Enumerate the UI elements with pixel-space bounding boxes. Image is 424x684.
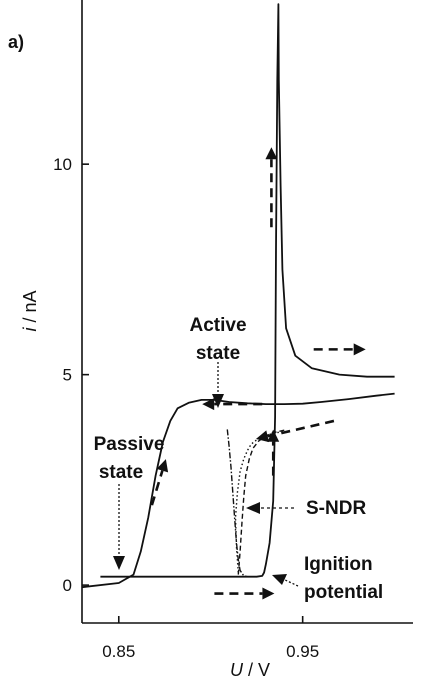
direction-arrow-head (156, 459, 169, 473)
direction-arrow-head (265, 147, 278, 160)
direction-arrow-shaft (267, 419, 335, 438)
direction-arrow-shaft (150, 470, 164, 506)
ignition-pointer (282, 578, 299, 587)
annotation-active-state: Active state (189, 315, 247, 408)
direction-arrow (150, 459, 169, 506)
annotation-passive-line2: state (99, 462, 143, 483)
annotation-sndr-label: S-NDR (306, 498, 366, 519)
direction-arrow (255, 419, 335, 443)
panel-label: a) (8, 32, 24, 52)
direction-arrow-head (202, 398, 215, 411)
direction-arrow-head (255, 430, 269, 443)
y-axis-label: i / nA (20, 290, 40, 331)
annotation-ignition-potential: Ignition potential (272, 554, 383, 603)
x-axis-label-unit: / V (243, 660, 270, 680)
series-layer (81, 3, 395, 589)
x-tick-label: 0.85 (102, 642, 135, 661)
x-axis-label-var: U (230, 660, 244, 680)
annotation-passive-state: Passive state (94, 434, 165, 570)
annotation-active-line2: state (196, 343, 240, 364)
direction-arrow-head (262, 587, 275, 600)
x-tick-label: 0.95 (286, 642, 319, 661)
direction-arrow (202, 398, 263, 411)
passive-pointer-head (113, 556, 125, 570)
series-line-3 (226, 429, 248, 578)
direction-arrow (267, 429, 280, 476)
direction-arrow (313, 343, 366, 356)
y-axis-label-unit: / nA (20, 290, 40, 327)
arrow-layer (150, 147, 366, 600)
annotation-ignition-line1: Ignition (304, 554, 373, 575)
direction-arrow (265, 147, 278, 228)
series-line-2 (100, 3, 395, 578)
svg-text:i / nA: i / nA (20, 290, 40, 331)
sndr-pointer-head (246, 502, 260, 514)
direction-arrow-head (267, 429, 280, 442)
series-line-4 (234, 430, 285, 573)
direction-arrow (214, 587, 275, 600)
x-axis-label: U / V (230, 660, 270, 680)
series-line-1 (81, 392, 395, 589)
series-line-5 (237, 429, 285, 575)
annotation-sndr: S-NDR (246, 498, 366, 519)
y-tick-label: 5 (63, 366, 72, 385)
direction-arrow-head (353, 343, 366, 356)
annotation-passive-line1: Passive (94, 434, 165, 455)
y-ticks: 0 5 10 (53, 155, 89, 595)
ignition-pointer-head (272, 574, 287, 585)
annotation-ignition-line2: potential (304, 582, 383, 603)
active-pointer-head (212, 394, 224, 408)
y-axis-label-var: i (20, 327, 40, 332)
annotation-active-line1: Active (189, 315, 246, 336)
y-tick-label: 10 (53, 155, 72, 174)
y-tick-label: 0 (63, 576, 72, 595)
x-ticks: 0.85 0.95 (102, 616, 319, 661)
